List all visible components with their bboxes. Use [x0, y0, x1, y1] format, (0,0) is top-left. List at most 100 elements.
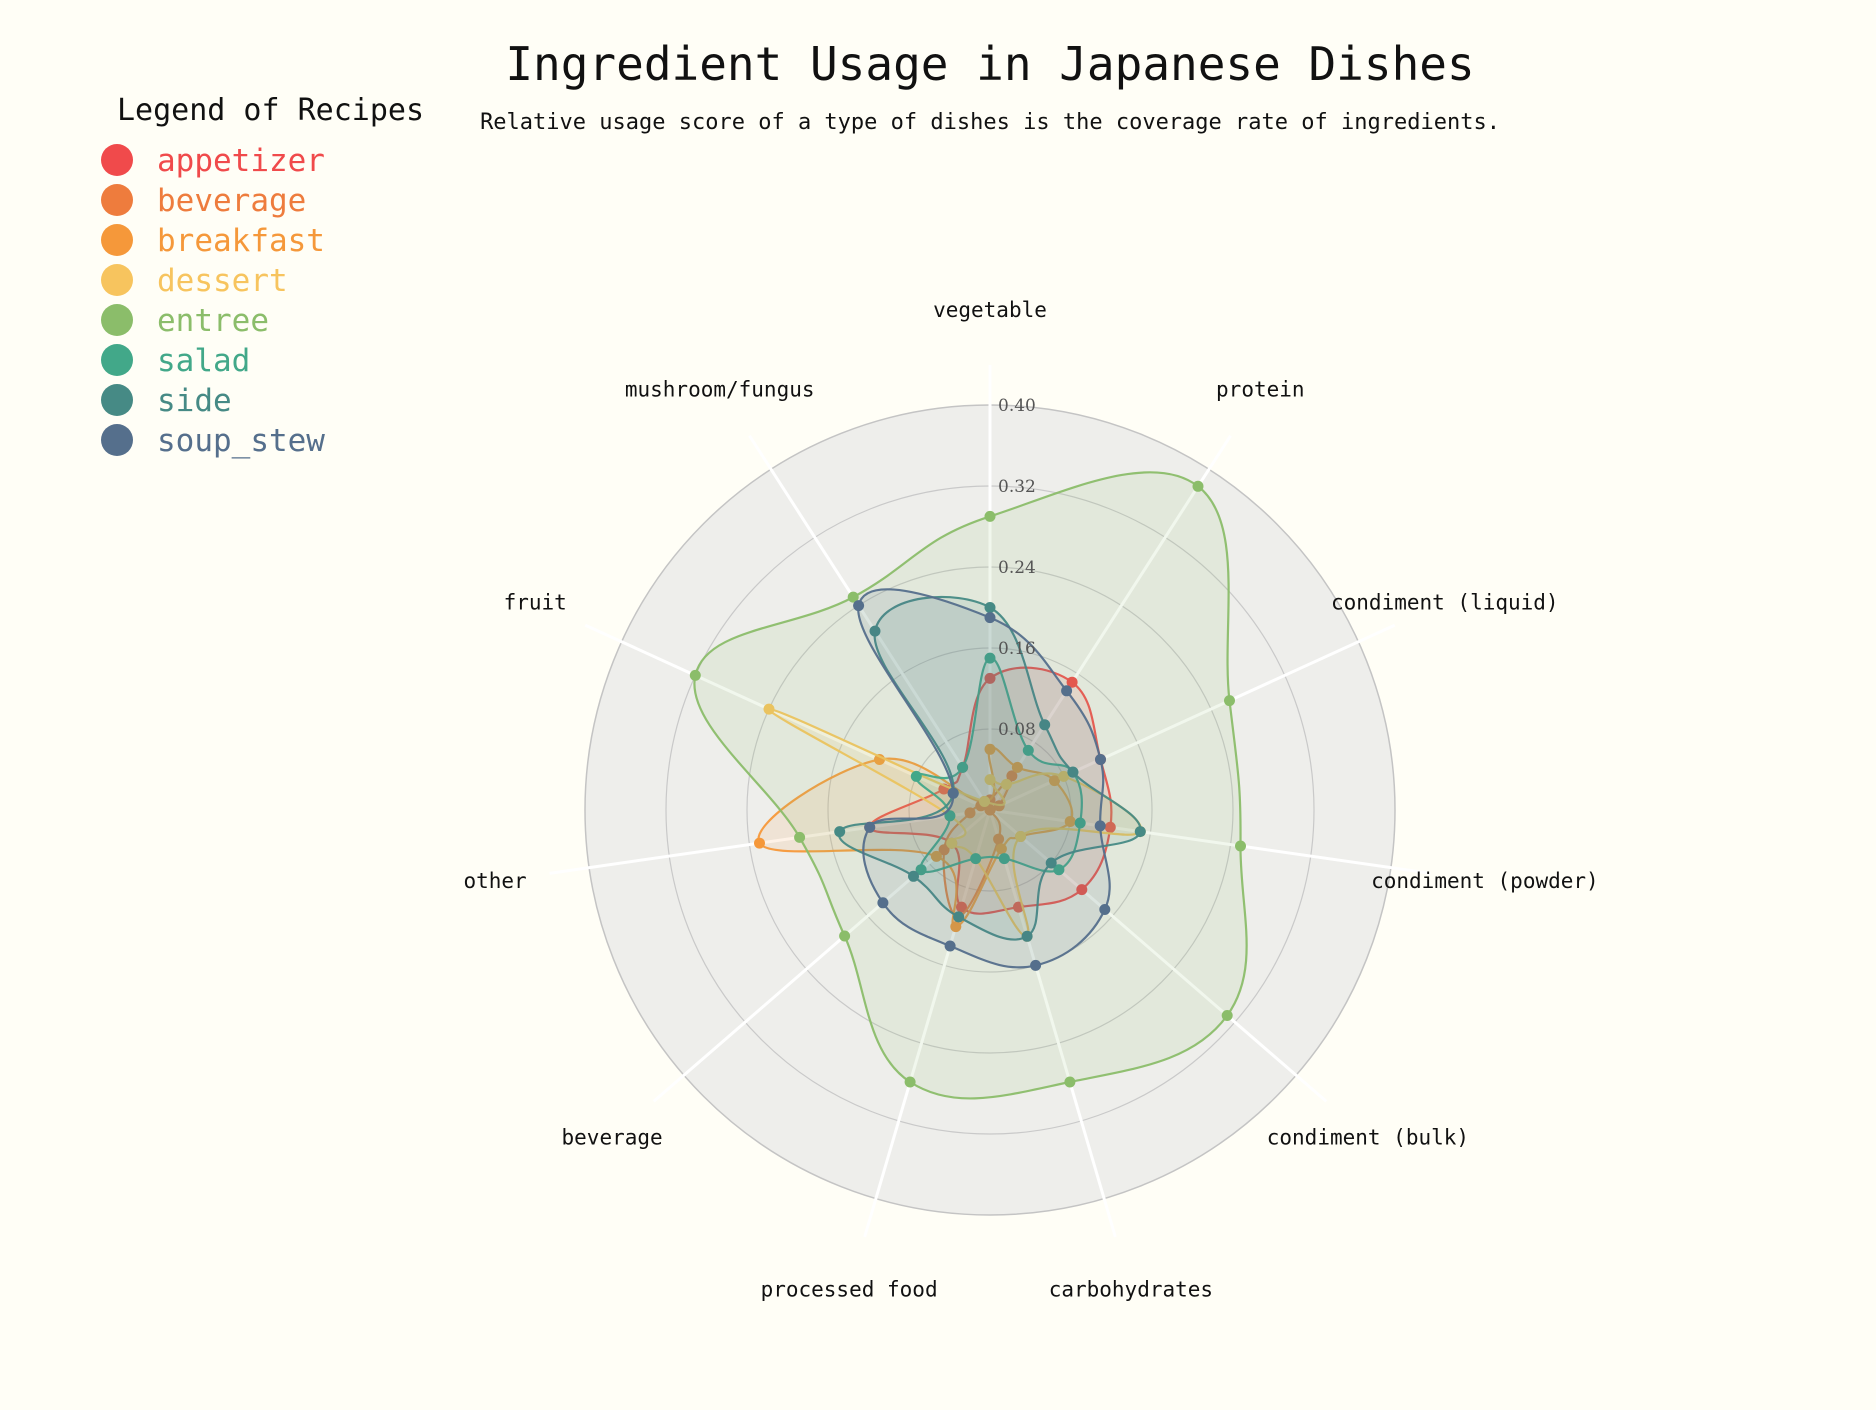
category-label: protein: [1216, 377, 1305, 401]
data-point[interactable]: [834, 826, 846, 838]
data-point[interactable]: [877, 897, 889, 909]
data-point[interactable]: [1224, 695, 1235, 707]
data-point[interactable]: [1049, 775, 1060, 787]
data-point[interactable]: [964, 807, 976, 819]
data-point[interactable]: [1045, 857, 1057, 869]
series-soup-stew[interactable]: [853, 588, 1111, 971]
data-point[interactable]: [984, 672, 996, 684]
data-point[interactable]: [1192, 480, 1204, 492]
legend-item-salad[interactable]: salad: [101, 343, 250, 379]
chart-title: Ingredient Usage in Japanese Dishes: [505, 37, 1474, 91]
data-point[interactable]: [1134, 826, 1146, 838]
data-point[interactable]: [956, 901, 967, 913]
data-point[interactable]: [915, 864, 927, 876]
legend-label: dessert: [157, 263, 288, 299]
data-point[interactable]: [1006, 770, 1018, 782]
data-point[interactable]: [1000, 778, 1012, 790]
legend-label: salad: [157, 343, 250, 379]
data-point[interactable]: [984, 652, 996, 664]
legend-item-beverage[interactable]: beverage: [101, 183, 306, 219]
data-point[interactable]: [1022, 744, 1034, 756]
legend-item-appetizer[interactable]: appetizer: [101, 143, 325, 179]
legend-item-soup-stew[interactable]: soup_stew: [101, 423, 325, 459]
data-point[interactable]: [1058, 770, 1070, 782]
data-point[interactable]: [1104, 821, 1116, 833]
data-point[interactable]: [1061, 685, 1073, 697]
data-point[interactable]: [754, 837, 765, 849]
legend-marker: [101, 304, 133, 336]
legend-item-side[interactable]: side: [101, 383, 232, 419]
data-point[interactable]: [979, 796, 990, 807]
radial-tick-label: 0.40: [998, 396, 1036, 416]
data-point[interactable]: [930, 850, 942, 862]
legend-item-dessert[interactable]: dessert: [101, 263, 288, 299]
legend-label: side: [157, 383, 232, 419]
data-point[interactable]: [904, 1076, 916, 1088]
data-point[interactable]: [984, 510, 996, 522]
series-salad[interactable]: [910, 652, 1086, 876]
legend-label: soup_stew: [157, 423, 325, 459]
data-point[interactable]: [869, 625, 881, 637]
spoke-line: [863, 809, 992, 1238]
data-point[interactable]: [1053, 864, 1065, 876]
legend-label: entree: [157, 303, 269, 339]
data-point[interactable]: [984, 602, 996, 613]
data-point[interactable]: [957, 761, 969, 773]
data-point[interactable]: [1011, 761, 1023, 773]
data-point[interactable]: [938, 844, 950, 856]
data-point[interactable]: [1094, 820, 1106, 832]
spoke-line: [989, 808, 1328, 1103]
data-point[interactable]: [839, 930, 851, 942]
data-point[interactable]: [1064, 1076, 1076, 1088]
category-label: condiment (bulk): [1267, 1125, 1469, 1149]
spoke-line: [989, 808, 1431, 875]
data-point[interactable]: [864, 821, 876, 833]
series-entree[interactable]: [689, 471, 1248, 1100]
data-point[interactable]: [847, 591, 859, 603]
data-point[interactable]: [950, 921, 962, 933]
data-point[interactable]: [763, 703, 775, 715]
data-point[interactable]: [998, 853, 1010, 865]
category-label: carbohydrates: [1049, 1278, 1213, 1302]
data-point[interactable]: [953, 911, 965, 923]
data-point[interactable]: [1064, 816, 1076, 827]
data-point[interactable]: [984, 743, 996, 755]
data-point[interactable]: [910, 770, 922, 782]
legend-item-breakfast[interactable]: breakfast: [101, 223, 325, 259]
data-point[interactable]: [1099, 904, 1111, 915]
data-point[interactable]: [944, 810, 956, 822]
data-point[interactable]: [1074, 817, 1086, 829]
category-label: other: [463, 869, 526, 893]
data-point[interactable]: [984, 774, 996, 786]
data-point[interactable]: [794, 831, 806, 843]
legend-marker: [101, 424, 133, 456]
series-line: [757, 746, 1074, 928]
data-point[interactable]: [1030, 959, 1042, 971]
legend-label: appetizer: [157, 143, 325, 179]
data-point[interactable]: [908, 870, 919, 882]
data-point[interactable]: [1076, 884, 1088, 896]
data-point[interactable]: [944, 940, 956, 952]
legend-item-entree[interactable]: entree: [101, 303, 269, 339]
data-point[interactable]: [995, 843, 1007, 855]
data-point[interactable]: [1066, 676, 1078, 688]
data-point[interactable]: [1015, 831, 1027, 842]
data-point[interactable]: [1221, 1010, 1233, 1021]
data-point[interactable]: [984, 804, 996, 816]
legend-marker: [101, 224, 133, 256]
data-point[interactable]: [1235, 840, 1246, 852]
data-point[interactable]: [984, 612, 996, 624]
series-side[interactable]: [834, 595, 1146, 942]
data-point[interactable]: [946, 837, 958, 849]
data-point[interactable]: [1039, 719, 1051, 731]
data-point[interactable]: [1095, 754, 1106, 765]
data-point[interactable]: [689, 669, 701, 681]
data-point[interactable]: [1067, 766, 1079, 778]
data-point[interactable]: [970, 853, 982, 865]
legend-label: breakfast: [157, 223, 325, 259]
data-point[interactable]: [853, 600, 865, 612]
data-point[interactable]: [947, 787, 959, 799]
data-point[interactable]: [993, 833, 1005, 845]
data-point[interactable]: [1021, 930, 1033, 942]
